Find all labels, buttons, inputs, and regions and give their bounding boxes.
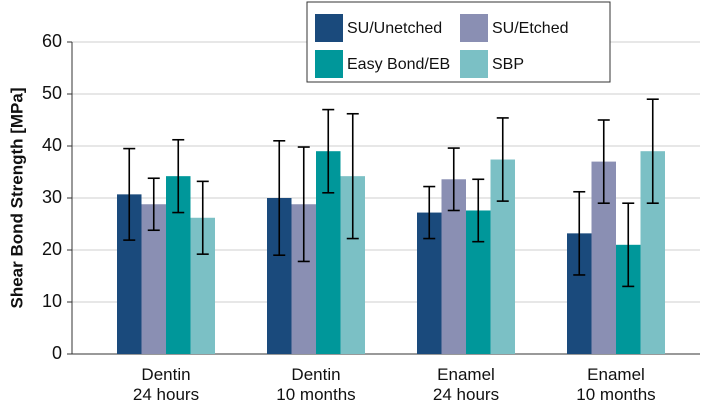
error-bar xyxy=(573,190,586,276)
y-tick-label: 10 xyxy=(42,291,62,311)
error-bar xyxy=(423,185,436,240)
x-tick-label: Enamel 24 hours xyxy=(433,365,499,404)
y-tick-label: 30 xyxy=(42,187,62,207)
x-tick-label-line: 10 months xyxy=(576,385,655,404)
error-bar xyxy=(646,98,659,204)
error-bar xyxy=(346,112,359,240)
error-bar xyxy=(172,138,185,214)
x-tick-label-line: Dentin xyxy=(141,365,190,384)
x-tick-label-line: 24 hours xyxy=(133,385,199,404)
error-bar xyxy=(472,178,485,243)
x-tick-label: Dentin 24 hours xyxy=(133,365,199,404)
legend-label: SBP xyxy=(492,56,524,73)
y-tick-label: 20 xyxy=(42,239,62,259)
y-axis-label: Shear Bond Strength [MPa] xyxy=(7,87,26,308)
y-tick-label: 40 xyxy=(42,135,62,155)
error-bar xyxy=(273,140,286,256)
legend-box xyxy=(306,1,611,83)
y-tick-label: 0 xyxy=(52,343,62,363)
x-tick-label-line: 24 hours xyxy=(433,385,499,404)
error-bar xyxy=(597,119,610,204)
legend-label: Easy Bond/EB xyxy=(347,56,450,73)
legend-swatch xyxy=(315,50,343,78)
x-tick-label-line: Enamel xyxy=(587,365,645,384)
x-tick-label-line: Enamel xyxy=(437,365,495,384)
legend-swatch xyxy=(460,14,488,42)
error-bar xyxy=(622,202,635,288)
legend-swatch xyxy=(315,14,343,42)
x-tick-label-line: Dentin xyxy=(291,365,340,384)
legend-label: SU/Etched xyxy=(492,20,568,37)
x-tick-label-line: 10 months xyxy=(276,385,355,404)
error-bar xyxy=(196,180,209,255)
error-bar xyxy=(297,146,310,263)
error-bar xyxy=(447,147,460,212)
y-tick-label: 60 xyxy=(42,31,62,51)
x-tick-label: Dentin 10 months xyxy=(276,365,355,404)
legend-label: SU/Unetched xyxy=(347,20,442,37)
legend-swatch xyxy=(460,50,488,78)
x-tick-label: Enamel 10 months xyxy=(576,365,655,404)
y-tick-label: 50 xyxy=(42,83,62,103)
error-bar xyxy=(322,108,335,194)
error-bar xyxy=(147,177,160,232)
error-bar xyxy=(496,117,509,202)
error-bar xyxy=(123,147,136,241)
